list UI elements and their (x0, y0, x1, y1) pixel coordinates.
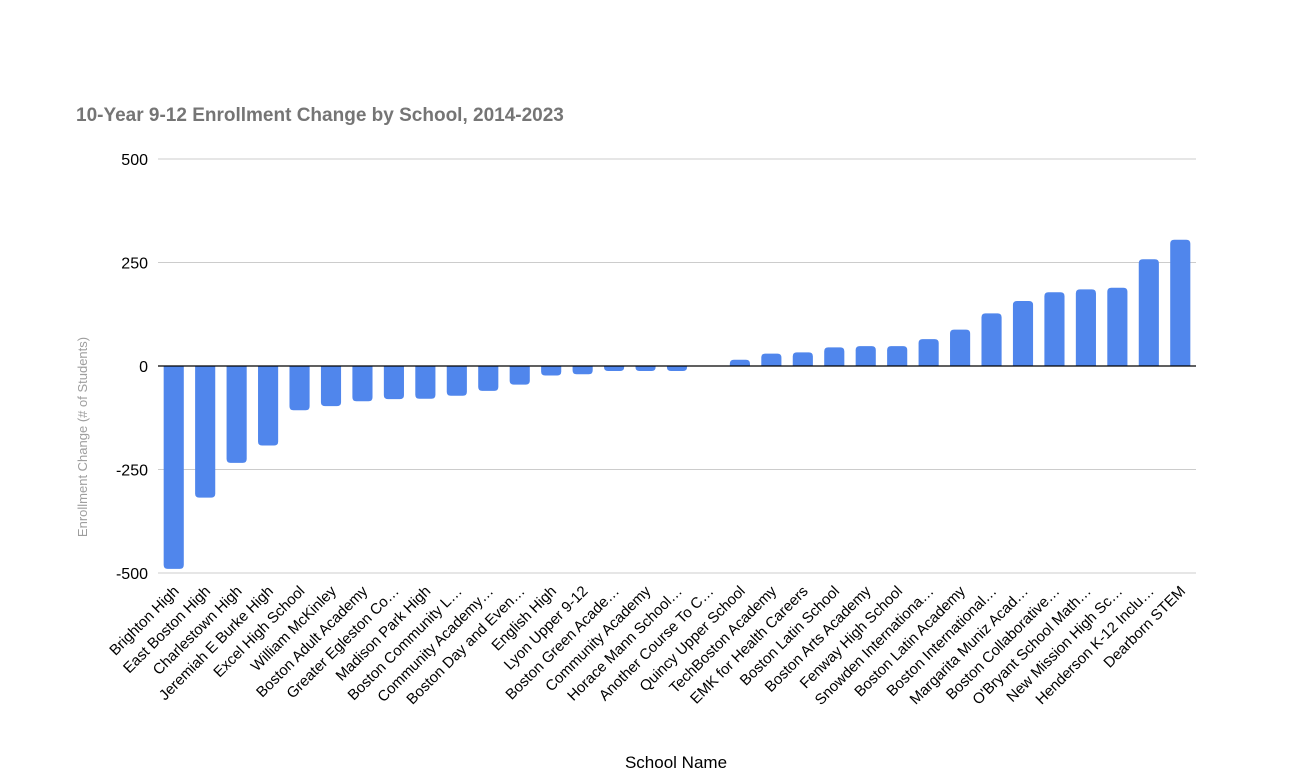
x-axis-label: School Name (625, 753, 727, 772)
bar (320, 366, 342, 407)
y-tick-label: -250 (116, 463, 148, 480)
bar (981, 313, 1002, 366)
bar (289, 366, 310, 411)
bar (761, 353, 782, 366)
bar (163, 366, 184, 569)
bar (1138, 259, 1159, 366)
bar (855, 346, 876, 366)
bar (1044, 292, 1065, 366)
bar (887, 346, 908, 366)
y-tick-label: 250 (121, 256, 148, 273)
y-tick-label: -500 (116, 566, 148, 583)
chart-title: 10-Year 9-12 Enrollment Change by School… (76, 105, 564, 126)
bar (604, 366, 625, 371)
bar (1170, 239, 1191, 366)
bar (226, 366, 247, 463)
bar (541, 366, 562, 376)
bars (163, 239, 1191, 569)
bar (509, 366, 530, 385)
bar (635, 366, 656, 371)
bar (666, 366, 688, 371)
bar (1012, 301, 1034, 366)
y-tick-label: 0 (139, 359, 148, 376)
gridlines (158, 158, 1196, 574)
bar (352, 366, 373, 402)
bar (918, 339, 939, 366)
bar (572, 366, 593, 375)
y-axis-label: Enrollment Change (# of Students) (75, 337, 90, 537)
y-axis-ticks: 500 250 0 -250 -500 (116, 152, 148, 583)
bar (1075, 289, 1096, 366)
bar (1107, 287, 1128, 366)
bar (950, 329, 971, 366)
bar (258, 366, 279, 446)
bar (729, 359, 750, 366)
bar (415, 366, 436, 399)
y-tick-label: 500 (121, 152, 148, 169)
bar (824, 347, 845, 366)
bar (383, 366, 404, 400)
bar (792, 352, 813, 366)
bar (478, 366, 499, 391)
bar (195, 366, 216, 498)
bar (446, 366, 467, 396)
